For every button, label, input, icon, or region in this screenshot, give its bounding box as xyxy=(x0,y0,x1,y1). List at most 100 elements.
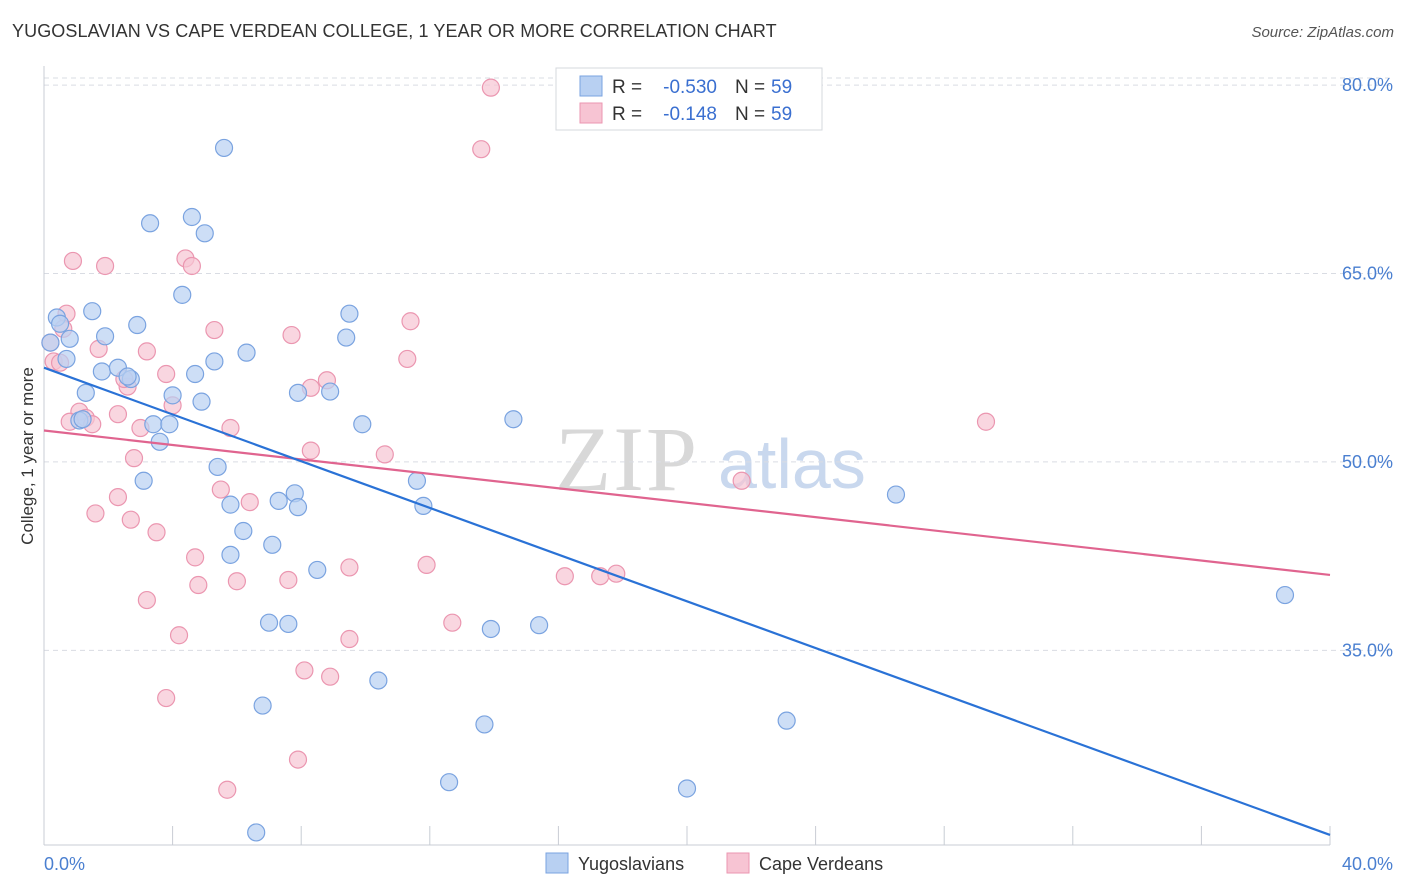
point-yugoslavians xyxy=(269,491,288,510)
legend-r-value-1: -0.530 xyxy=(663,77,717,98)
point-yugoslavians xyxy=(221,495,240,514)
x-tick-label-max: 40.0% xyxy=(1342,854,1393,874)
point-cape-verdeans xyxy=(182,256,201,276)
point-yugoslavians xyxy=(186,364,205,384)
legend-r-label-2: R = xyxy=(612,104,642,125)
legend-swatch-yugoslavians xyxy=(579,75,603,97)
point-yugoslavians xyxy=(192,392,211,411)
point-yugoslavians xyxy=(95,327,115,346)
point-cape-verdeans xyxy=(555,567,574,586)
point-cape-verdeans xyxy=(227,572,246,591)
point-yugoslavians xyxy=(504,410,523,429)
point-yugoslavians xyxy=(288,498,308,517)
series-legend-swatch-cape-verdeans xyxy=(726,852,750,874)
point-cape-verdeans xyxy=(240,493,259,512)
y-axis-label: College, 1 year or more xyxy=(18,367,37,545)
point-yugoslavians xyxy=(41,333,60,352)
point-yugoslavians xyxy=(195,224,214,243)
legend-n-value-2: 59 xyxy=(771,104,792,125)
point-cape-verdeans xyxy=(189,575,208,595)
point-cape-verdeans xyxy=(157,688,176,708)
stats-legend: R = -0.530 N = 59 R = -0.148 N = 59 xyxy=(555,67,823,131)
series-yugoslavians-points xyxy=(41,138,1295,842)
series-legend: Yugoslavians Cape Verdeans xyxy=(545,852,883,874)
point-cape-verdeans xyxy=(186,548,205,567)
point-yugoslavians xyxy=(279,614,298,634)
point-yugoslavians xyxy=(182,207,201,227)
point-yugoslavians xyxy=(337,328,356,347)
point-yugoslavians xyxy=(288,383,308,402)
point-cape-verdeans xyxy=(301,441,320,460)
point-cape-verdeans xyxy=(340,558,359,577)
point-yugoslavians xyxy=(308,560,327,580)
legend-r-value-2: -0.148 xyxy=(663,104,717,125)
point-yugoslavians xyxy=(83,302,102,321)
point-yugoslavians xyxy=(118,367,137,386)
point-yugoslavians xyxy=(160,415,179,434)
point-cape-verdeans xyxy=(340,629,359,649)
point-cape-verdeans xyxy=(108,405,128,424)
chart-title: YUGOSLAVIAN VS CAPE VERDEAN COLLEGE, 1 Y… xyxy=(12,21,777,41)
point-cape-verdeans xyxy=(481,78,500,97)
axes xyxy=(43,66,1331,846)
point-yugoslavians xyxy=(439,773,459,792)
point-cape-verdeans xyxy=(137,342,156,361)
point-cape-verdeans xyxy=(63,251,83,271)
point-yugoslavians xyxy=(221,545,240,564)
point-cape-verdeans xyxy=(279,570,298,590)
legend-n-label-1: N = xyxy=(735,77,765,98)
source-credit: Source: ZipAtlas.com xyxy=(1251,24,1394,41)
point-cape-verdeans xyxy=(472,140,491,159)
point-cape-verdeans xyxy=(157,364,176,384)
point-yugoslavians xyxy=(263,535,282,554)
series-legend-label-cape-verdeans: Cape Verdeans xyxy=(759,854,883,874)
point-cape-verdeans xyxy=(732,471,751,490)
point-yugoslavians xyxy=(205,352,224,371)
point-yugoslavians xyxy=(247,823,266,842)
point-yugoslavians xyxy=(340,304,359,323)
point-yugoslavians xyxy=(144,415,163,434)
trend-line-yugoslavians xyxy=(43,366,1331,836)
point-yugoslavians xyxy=(140,214,160,233)
point-yugoslavians xyxy=(57,349,76,369)
legend-swatch-cape-verdeans xyxy=(579,102,603,124)
point-yugoslavians xyxy=(481,619,500,639)
grid xyxy=(44,77,1393,651)
legend-n-value-1: 59 xyxy=(771,77,792,98)
point-yugoslavians xyxy=(208,457,227,477)
y-tick-label: 65.0% xyxy=(1342,264,1393,284)
point-cape-verdeans xyxy=(976,412,996,431)
point-yugoslavians xyxy=(76,383,95,402)
legend-n-label-2: N = xyxy=(735,104,765,125)
point-yugoslavians xyxy=(407,471,427,490)
y-tick-label: 35.0% xyxy=(1342,640,1393,660)
point-yugoslavians xyxy=(886,485,906,504)
point-yugoslavians xyxy=(128,315,147,335)
point-yugoslavians xyxy=(173,285,192,304)
point-yugoslavians xyxy=(253,696,272,715)
point-cape-verdeans xyxy=(401,312,420,331)
point-yugoslavians xyxy=(92,362,111,381)
point-cape-verdeans xyxy=(95,256,115,276)
watermark-atlas: atlas xyxy=(718,425,866,503)
point-yugoslavians xyxy=(60,329,79,348)
point-yugoslavians xyxy=(530,616,549,635)
point-yugoslavians xyxy=(163,386,182,405)
point-cape-verdeans xyxy=(321,667,340,686)
point-cape-verdeans xyxy=(205,320,224,340)
point-yugoslavians xyxy=(353,415,372,434)
point-yugoslavians xyxy=(50,314,70,333)
point-cape-verdeans xyxy=(295,661,314,680)
point-cape-verdeans xyxy=(288,750,308,769)
series-legend-swatch-yugoslavians xyxy=(545,852,569,874)
point-cape-verdeans xyxy=(86,504,105,523)
trend-line-cape-verdeans xyxy=(43,429,1331,577)
y-tick-label: 50.0% xyxy=(1342,452,1393,472)
y-tick-label: 80.0% xyxy=(1342,75,1393,95)
series-legend-label-yugoslavians: Yugoslavians xyxy=(578,854,684,874)
x-tick-label-min: 0.0% xyxy=(44,854,85,874)
point-cape-verdeans xyxy=(218,780,237,799)
point-yugoslavians xyxy=(73,410,92,429)
legend-r-label-1: R = xyxy=(612,77,642,98)
point-yugoslavians xyxy=(369,671,388,690)
